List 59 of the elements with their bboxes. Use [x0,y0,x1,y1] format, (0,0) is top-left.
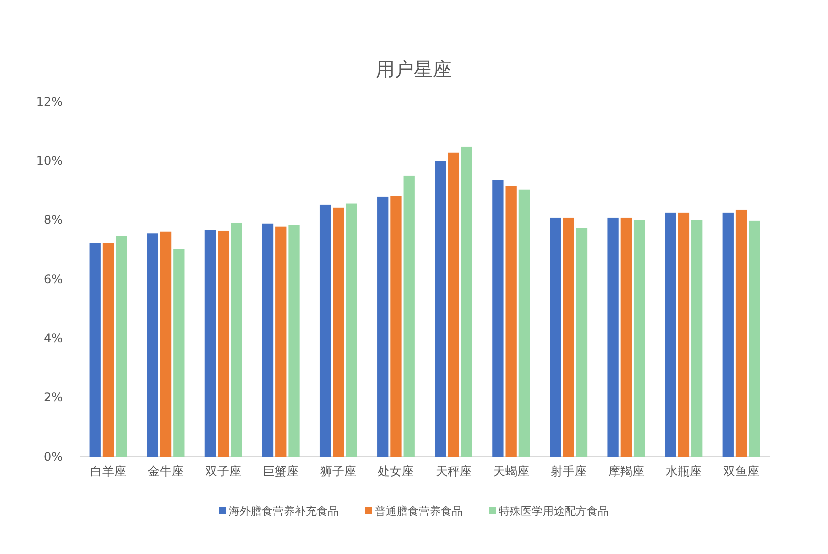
bar [147,234,158,457]
bar [620,218,632,457]
x-tick-label: 金牛座 [148,464,184,479]
bar [333,208,344,457]
bar [608,218,619,457]
bar [174,249,185,457]
x-tick-label: 天蝎座 [493,464,530,479]
bar [435,161,446,457]
y-tick-label: 0% [44,450,63,464]
x-tick-label: 天秤座 [436,464,472,479]
y-tick-label: 12% [36,94,63,109]
bar [448,152,460,457]
bar [276,226,287,457]
bar [550,218,562,457]
legend-label: 特殊医学用途配方食品 [499,505,609,518]
x-tick-label: 双鱼座 [724,464,760,479]
x-tick-label: 巨蟹座 [263,464,300,479]
bar [102,243,114,457]
bar [346,204,358,457]
bar [404,176,415,457]
bar [665,212,676,457]
bar [160,232,172,457]
x-tick-label: 射手座 [550,464,587,479]
x-tick-label: 摩羯座 [608,464,644,479]
bar [218,230,230,457]
legend-label: 海外膳食营养补充食品 [229,505,339,518]
y-tick-label: 2% [44,390,63,405]
x-tick-label: 双子座 [206,464,242,479]
bar [90,243,101,457]
bar [576,228,588,457]
x-tick-label: 狮子座 [320,464,357,479]
bar [722,212,734,457]
bar [518,190,530,457]
x-tick-label: 白羊座 [90,464,126,479]
bar [262,224,274,457]
bar [320,204,332,457]
bar [231,222,242,457]
bar [563,218,574,457]
y-tick-label: 8% [44,213,63,228]
bar [390,196,402,457]
bar [204,230,216,457]
bar [116,236,128,457]
legend-label: 普通膳食营养食品 [375,505,463,518]
y-tick-label: 6% [44,272,63,286]
bar [378,196,389,457]
bar [492,180,504,457]
bar [736,210,748,457]
x-tick-label: 处女座 [378,464,414,479]
bar [749,220,760,457]
bar [692,220,703,457]
y-tick-label: 4% [44,332,63,346]
bar [288,225,300,457]
x-tick-label: 水瓶座 [666,464,702,479]
bar [461,146,472,457]
bar [506,186,517,457]
y-tick-label: 10% [36,154,63,168]
chart-title: 用户星座 [376,59,452,81]
bar [634,220,646,457]
bar [678,212,690,457]
